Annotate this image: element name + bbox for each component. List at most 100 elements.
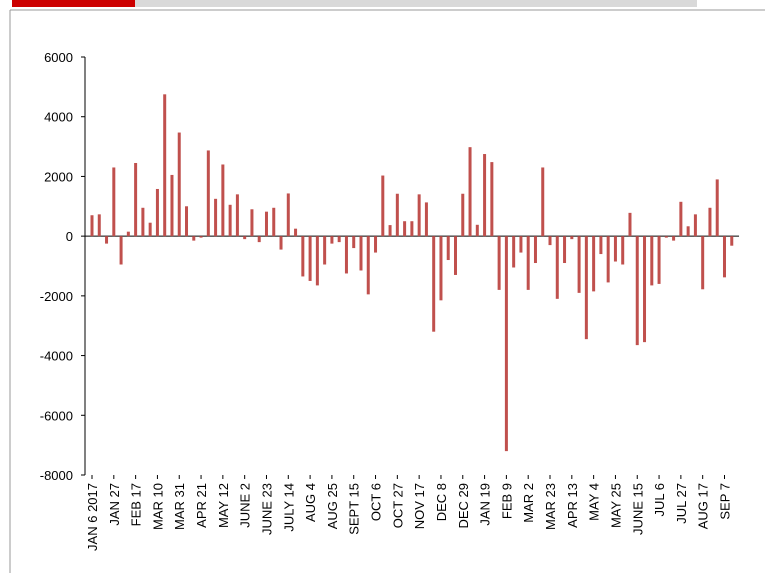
- bar: [388, 225, 392, 237]
- bar: [432, 236, 436, 332]
- bar: [250, 209, 254, 237]
- bar: [308, 236, 312, 281]
- bar: [352, 236, 356, 249]
- bar: [512, 236, 516, 268]
- bar: [446, 236, 450, 261]
- x-tick-label: OCT 27: [390, 483, 405, 528]
- bar: [126, 231, 130, 237]
- x-tick-label: JAN 27: [107, 483, 122, 526]
- bar: [105, 236, 109, 244]
- bar: [344, 236, 348, 274]
- x-tick-label: SEP 7: [717, 483, 732, 520]
- bar: [650, 236, 654, 286]
- bar: [381, 175, 385, 237]
- bar: [286, 193, 290, 237]
- bar: [90, 215, 94, 237]
- bar: [526, 236, 530, 290]
- x-tick-label: MAR 31: [172, 483, 187, 530]
- bar: [141, 207, 145, 237]
- bar: [366, 236, 370, 295]
- bar: [606, 236, 610, 283]
- x-tick-label: JUNE 15: [630, 483, 645, 535]
- bar: [468, 147, 472, 237]
- y-tick-label: -8000: [40, 468, 73, 483]
- bar: [148, 222, 152, 237]
- bar: [490, 162, 494, 237]
- bar: [119, 236, 123, 265]
- y-tick-label: 6000: [44, 50, 73, 65]
- x-tick-label: AUG 25: [325, 483, 340, 529]
- bar: [403, 221, 407, 237]
- x-tick-label: APR 21: [194, 483, 209, 528]
- x-tick-label: MAR 2: [521, 483, 536, 523]
- bar: [221, 164, 225, 237]
- bar: [519, 236, 523, 253]
- x-tick-label: MAY 25: [608, 483, 623, 528]
- bar: [504, 236, 508, 452]
- bar: [264, 211, 268, 237]
- x-tick-label: JULY 14: [281, 483, 296, 532]
- bar: [592, 236, 596, 292]
- bar: [613, 236, 617, 262]
- bar: [410, 221, 414, 237]
- x-tick-label: MAR 10: [150, 483, 165, 530]
- bar: [454, 236, 457, 275]
- y-tick-label: -4000: [40, 349, 73, 364]
- x-tick-label: JAN 19: [478, 483, 493, 526]
- bar: [664, 236, 668, 238]
- bar: [475, 224, 479, 237]
- x-tick-label: NOV 17: [412, 483, 427, 529]
- x-tick-label: SEPT 15: [347, 483, 362, 535]
- bar: [235, 194, 239, 237]
- bar: [155, 188, 159, 237]
- bar: [533, 236, 537, 264]
- bar: [272, 207, 276, 237]
- x-tick-label: DEC 8: [434, 483, 449, 521]
- bar: [584, 236, 588, 340]
- bar: [192, 236, 196, 241]
- x-tick-label: DEC 29: [456, 483, 471, 529]
- x-tick-label: AUG 4: [303, 483, 318, 522]
- bar: [635, 236, 639, 346]
- bar: [134, 162, 138, 237]
- bar: [497, 236, 501, 290]
- bar: [359, 236, 363, 271]
- bar: [177, 132, 181, 237]
- x-tick-label: AUG 17: [696, 483, 711, 529]
- bar: [301, 236, 305, 277]
- bar: [279, 236, 283, 250]
- bar: [555, 236, 559, 299]
- x-tick-label: JUL 6: [652, 483, 667, 516]
- bar: [686, 226, 690, 237]
- bar: [570, 236, 574, 240]
- header-accent: [12, 0, 135, 7]
- bar: [294, 228, 298, 237]
- bar: [628, 212, 632, 237]
- bar: [599, 236, 603, 255]
- bar: [315, 236, 319, 286]
- x-tick-label: JUL 27: [674, 483, 689, 524]
- y-tick-label: -2000: [40, 289, 73, 304]
- bar: [424, 202, 428, 237]
- bar: [722, 236, 726, 278]
- bar: [679, 201, 683, 237]
- bar: [170, 174, 174, 237]
- bar: [672, 236, 676, 241]
- x-tick-label: JAN 6 2017: [85, 483, 100, 551]
- bar: [330, 236, 334, 244]
- bar: [323, 236, 327, 265]
- x-tick-label: OCT 6: [369, 483, 384, 521]
- y-tick-label: 4000: [44, 110, 73, 125]
- x-tick-label: JUNE 2: [238, 483, 253, 528]
- x-tick-label: JUNE 23: [259, 483, 274, 535]
- x-tick-label: FEB 17: [129, 483, 144, 526]
- bar: [548, 236, 552, 246]
- bar: [243, 236, 247, 240]
- y-tick-label: -6000: [40, 408, 73, 423]
- bar: [577, 236, 581, 293]
- x-tick-label: APR 13: [565, 483, 580, 528]
- bar: [199, 236, 203, 238]
- bar: [214, 198, 218, 237]
- bar: [395, 193, 399, 237]
